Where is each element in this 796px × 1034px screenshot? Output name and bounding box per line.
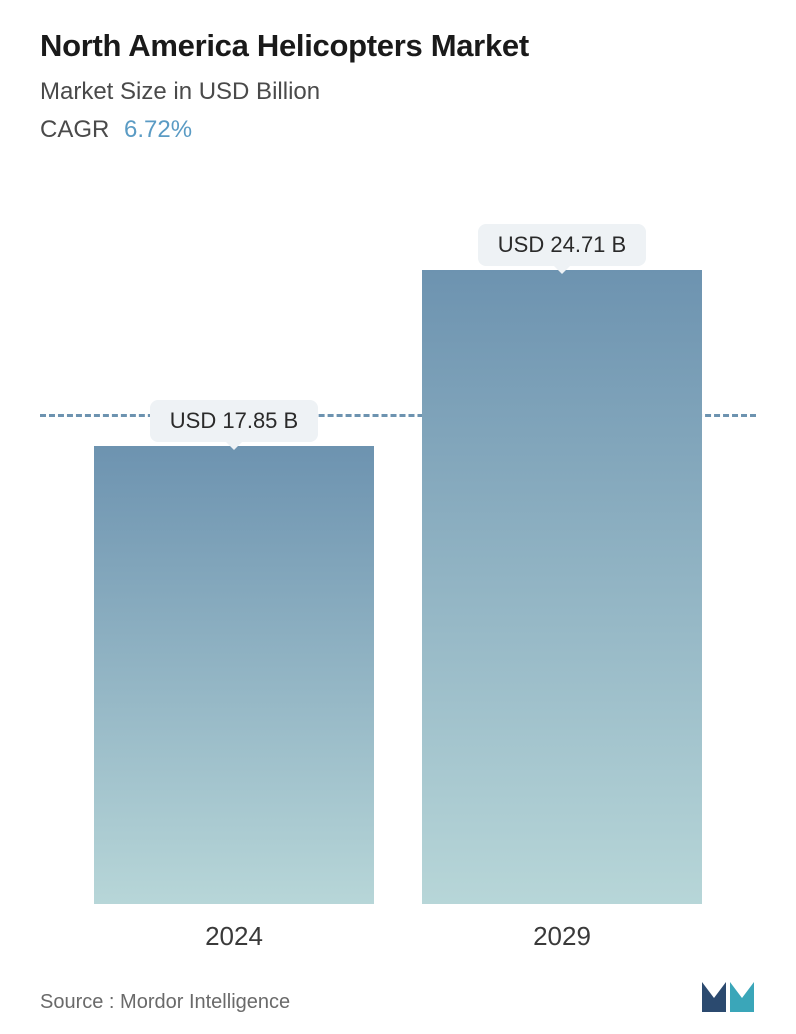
x-label-1: 2029 [422, 921, 702, 952]
bar-0 [94, 446, 374, 904]
cagr-row: CAGR 6.72% [40, 116, 756, 144]
value-badge-1: USD 24.71 B [478, 224, 646, 266]
bar-group-1: USD 24.71 B [422, 224, 702, 904]
x-label-0: 2024 [94, 921, 374, 952]
cagr-label: CAGR [40, 116, 109, 143]
value-badge-0: USD 17.85 B [150, 400, 318, 442]
bar-group-0: USD 17.85 B [94, 400, 374, 904]
chart-subtitle: Market Size in USD Billion [40, 78, 756, 106]
source-text: Source : Mordor Intelligence [40, 991, 290, 1014]
bars-wrapper: USD 17.85 B USD 24.71 B [40, 264, 756, 904]
chart-container: North America Helicopters Market Market … [0, 0, 796, 1034]
bar-1 [422, 270, 702, 904]
brand-logo-icon [700, 974, 756, 1014]
chart-title: North America Helicopters Market [40, 28, 756, 64]
x-axis-labels: 2024 2029 [40, 921, 756, 952]
cagr-value: 6.72% [124, 116, 192, 143]
footer: Source : Mordor Intelligence [40, 964, 756, 1014]
chart-area: USD 17.85 B USD 24.71 B 2024 2029 [40, 204, 756, 964]
